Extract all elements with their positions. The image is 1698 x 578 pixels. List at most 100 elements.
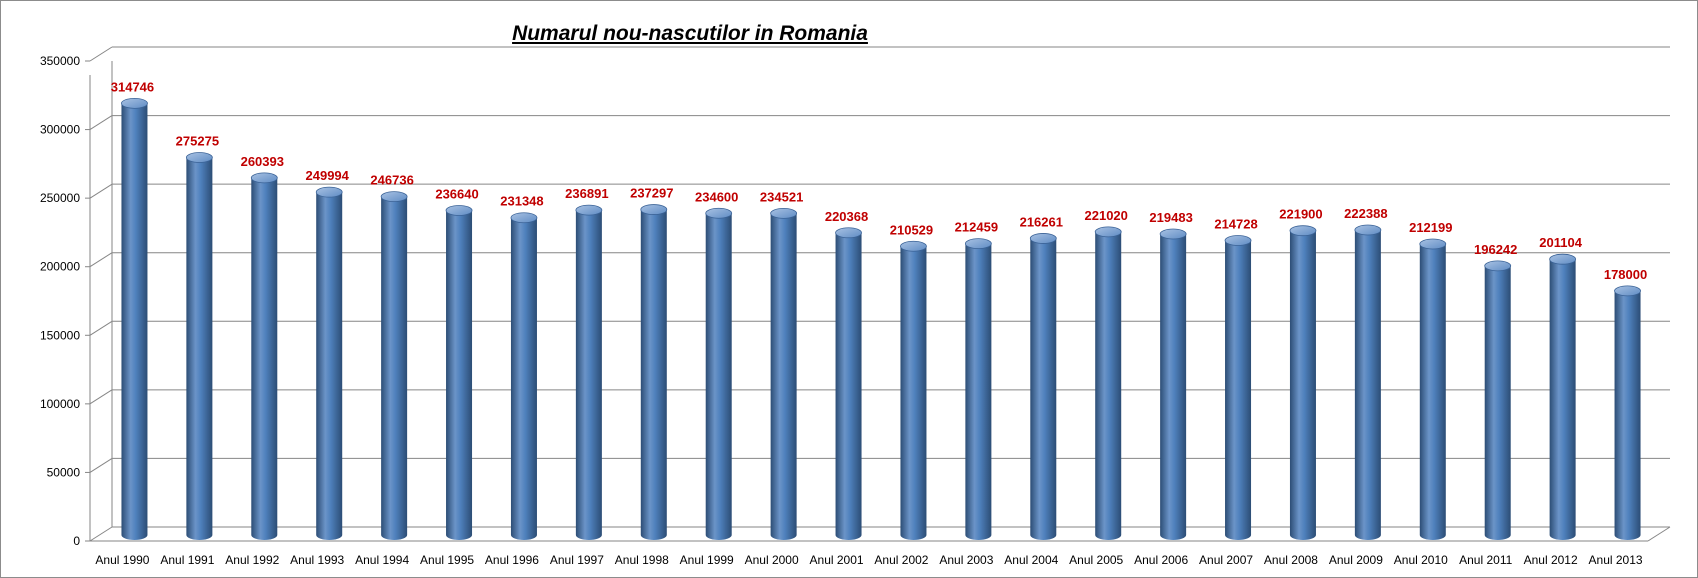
bar-body: [575, 210, 602, 540]
bar: [250, 172, 278, 540]
bar-top: [770, 207, 798, 219]
x-tick-label: Anul 2001: [810, 553, 864, 567]
y-tick-label: 300000: [40, 123, 80, 137]
data-label: 196242: [1474, 242, 1517, 257]
gridline-depth: [89, 46, 113, 62]
bar: [835, 227, 862, 541]
bar-top: [1094, 226, 1122, 238]
bar-top: [380, 191, 408, 203]
bar: [1549, 253, 1577, 540]
data-label: 237297: [630, 186, 673, 201]
bar-body: [1614, 290, 1641, 540]
gridline-depth: [89, 183, 113, 199]
data-label: 210529: [890, 222, 933, 237]
bar-top: [1484, 260, 1512, 272]
data-label: 222388: [1344, 206, 1387, 221]
data-label: 236640: [435, 186, 478, 201]
data-label: 214728: [1214, 217, 1257, 232]
bar: [445, 205, 473, 540]
data-label: 201104: [1539, 235, 1582, 250]
bar-top: [315, 186, 343, 198]
gridline-depth: [89, 389, 113, 405]
bar-top: [1354, 224, 1382, 236]
gridline-depth: [89, 115, 113, 130]
gridline-depth: [89, 320, 113, 336]
x-tick-label: Anul 2006: [1134, 553, 1188, 567]
y-tick-label: 0: [73, 534, 80, 548]
y-tick-label: 350000: [40, 54, 80, 68]
bar-body: [316, 192, 343, 540]
bar: [315, 186, 343, 540]
x-tick-label: Anul 2013: [1589, 553, 1643, 567]
bar-body: [1030, 238, 1057, 540]
bar: [1224, 235, 1252, 541]
x-tick-label: Anul 1991: [160, 553, 214, 567]
bar-top: [1159, 228, 1187, 240]
bar: [121, 97, 148, 541]
data-label: 249994: [306, 168, 350, 183]
bar-top: [445, 205, 473, 216]
y-tick-label: 200000: [40, 260, 80, 274]
bar-body: [1549, 259, 1576, 540]
y-tick-label: 50000: [47, 465, 81, 479]
data-label: 221900: [1279, 207, 1322, 222]
x-tick-label: Anul 1998: [615, 553, 669, 567]
bar: [1354, 224, 1382, 540]
x-tick-label: Anul 1993: [290, 553, 344, 567]
gridline-depth: [89, 252, 113, 268]
bar-body: [186, 157, 213, 540]
bar-body: [1160, 233, 1187, 540]
bar-body: [1289, 230, 1316, 540]
bar-body: [446, 210, 473, 540]
gridline-depth: [89, 526, 113, 542]
y-axis-tick-labels: 0 50000 100000 150000 200000 250000 300000 3500…: [40, 54, 80, 548]
bar: [185, 152, 213, 540]
bar-top: [575, 204, 603, 216]
bar-body: [381, 196, 408, 540]
bar: [640, 204, 668, 540]
x-tick-label: Anul 1999: [680, 553, 734, 567]
x-tick-label: Anul 1996: [485, 553, 539, 567]
x-axis-tick-labels: Anul 1990 Anul 1991 Anul 1992 Anul 1993 Anul…: [95, 553, 1642, 567]
axes: [85, 60, 1671, 542]
bar-top: [510, 212, 538, 224]
data-label: 212199: [1409, 220, 1452, 235]
bar-body: [900, 246, 927, 540]
x-tick-label: Anul 2004: [1004, 553, 1058, 567]
x-tick-label: Anul 1990: [95, 553, 149, 567]
x-tick-label: Anul 2008: [1264, 553, 1318, 567]
bar-body: [510, 217, 537, 540]
bar: [380, 191, 408, 540]
data-label: 314746: [111, 79, 154, 94]
x-tick-label: Anul 1995: [420, 553, 474, 567]
bar-top: [1419, 238, 1447, 250]
bar-top: [705, 207, 733, 219]
bar: [900, 240, 927, 540]
data-label: 260393: [241, 154, 284, 169]
bar: [1614, 285, 1641, 540]
x-tick-label: Anul 2007: [1199, 553, 1253, 567]
bar: [1289, 225, 1317, 540]
data-label: 219483: [1149, 210, 1192, 225]
x-tick-label: Anul 1994: [355, 553, 409, 567]
data-label: 220368: [825, 209, 868, 224]
bar-body: [965, 243, 992, 540]
x-tick-label: Anul 2002: [874, 553, 928, 567]
bar: [770, 207, 798, 540]
x-tick-label: Anul 2011: [1459, 553, 1512, 567]
data-label: 178000: [1604, 267, 1647, 282]
bar-body: [251, 177, 278, 540]
bar-body: [1484, 265, 1511, 540]
bar: [575, 204, 603, 540]
data-label: 221020: [1085, 208, 1128, 223]
y-tick-label: 100000: [40, 397, 80, 411]
bar: [705, 207, 733, 540]
bar-top: [964, 238, 992, 250]
bar-top: [1614, 285, 1641, 297]
bar-body: [1419, 243, 1446, 540]
bar-body: [835, 232, 862, 541]
bar-top: [1029, 233, 1057, 244]
bar: [1094, 226, 1122, 541]
x-tick-label: Anul 2009: [1329, 553, 1383, 567]
